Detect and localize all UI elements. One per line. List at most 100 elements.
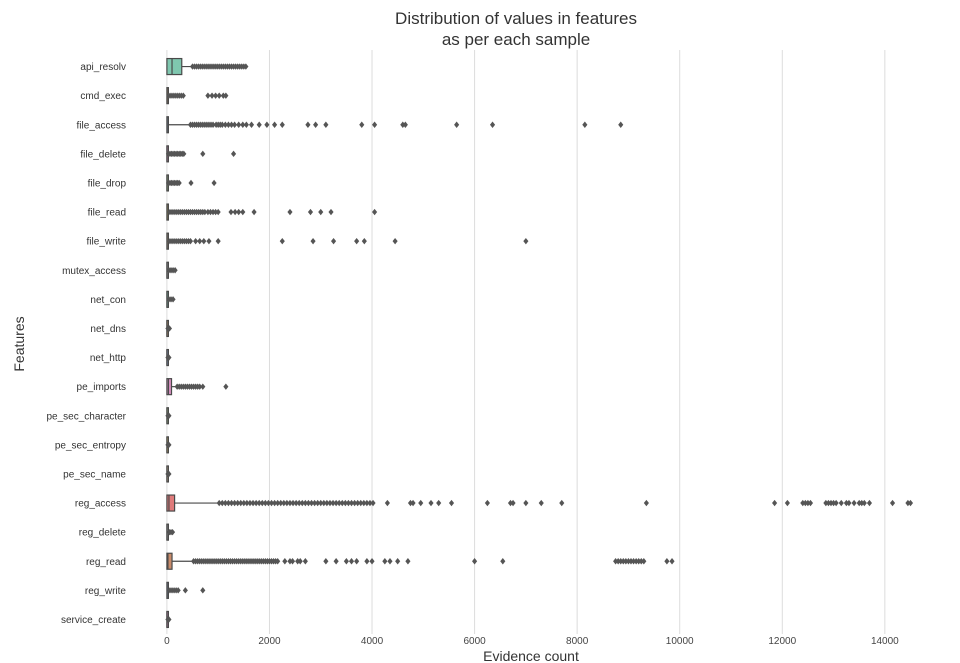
outlier-point [772, 499, 778, 507]
outlier-point [166, 616, 172, 623]
outlier-point [290, 499, 296, 507]
outlier-point [279, 121, 285, 128]
outlier-point [305, 499, 311, 507]
outlier-point [166, 354, 172, 361]
box-reg_access [166, 494, 914, 512]
outlier-point [318, 499, 324, 507]
outlier-point [825, 499, 831, 507]
outlier-point [355, 499, 361, 507]
outlier-point [238, 499, 244, 507]
x-tick-labels: 0 2000 4000 6000 8000 10000 12000 14000 [164, 636, 899, 647]
outlier-point [231, 150, 237, 158]
outlier-point [235, 499, 241, 507]
outlier-point [613, 558, 619, 565]
outlier-point [489, 121, 496, 128]
box-file_drop [165, 174, 217, 192]
box-file_delete [165, 145, 237, 163]
outlier-point [222, 499, 228, 507]
outlier-point [213, 92, 219, 99]
category-label: mutex_access [62, 266, 126, 277]
outlier-point [410, 499, 416, 507]
box-reg_read [166, 552, 675, 570]
outlier-point [367, 499, 373, 507]
outlier-point [361, 499, 367, 507]
outlier-point [361, 237, 367, 245]
x-tick-label: 2000 [258, 636, 281, 647]
outlier-point [253, 499, 259, 507]
outlier-point [182, 587, 188, 594]
outlier-point [236, 121, 242, 128]
outlier-point [407, 499, 414, 507]
y-axis-label: Features [11, 316, 27, 371]
outlier-point [187, 237, 194, 245]
outlier-point [297, 558, 303, 565]
outlier-point [336, 499, 342, 507]
outlier-point [210, 208, 216, 216]
x-tick-label: 10000 [666, 636, 694, 647]
outlier-point [215, 237, 221, 245]
outlier-point [228, 208, 234, 216]
outlier-point [200, 587, 206, 594]
outlier-point [205, 208, 211, 216]
outlier-point [643, 499, 649, 507]
outlier-point [843, 499, 849, 507]
outlier-point [278, 499, 284, 507]
outlier-point [248, 121, 255, 128]
box-service_create [165, 610, 172, 629]
outlier-point [510, 499, 516, 507]
outlier-point [327, 499, 333, 507]
outlier-point [428, 499, 434, 507]
outlier-point [172, 267, 178, 274]
outlier-point [256, 499, 262, 507]
outlier-point [384, 499, 390, 507]
outlier-point [228, 499, 235, 507]
box-net_http [165, 348, 172, 367]
outlier-point [240, 208, 246, 216]
outlier-point [800, 499, 806, 507]
outlier-point [202, 208, 208, 216]
outlier-point [250, 499, 256, 507]
outlier-point [225, 499, 231, 507]
outlier-point [615, 558, 621, 565]
box-net_dns [165, 319, 173, 338]
outlier-point [484, 499, 490, 507]
outlier-point [369, 558, 375, 565]
outlier-point [905, 499, 911, 507]
box-reg_write [166, 581, 206, 599]
outlier-point [197, 383, 203, 390]
outlier-point [312, 499, 318, 507]
x-tick-label: 6000 [463, 636, 486, 647]
outlier-point [268, 499, 275, 507]
outlier-point [387, 558, 393, 565]
outlier-point [805, 499, 811, 507]
outlier-point [188, 179, 194, 187]
outlier-point [333, 558, 339, 565]
outlier-point [372, 208, 378, 216]
outlier-point [851, 499, 857, 507]
category-label: service_create [61, 615, 126, 626]
outlier-point [833, 499, 839, 507]
outlier-point [223, 383, 229, 390]
outlier-point [313, 121, 319, 128]
outlier-point [402, 121, 408, 128]
outlier-point [559, 499, 565, 507]
outlier-point [299, 499, 305, 507]
outlier-point [243, 121, 249, 128]
outlier-point [620, 558, 626, 565]
outlier-point [262, 499, 268, 507]
outlier-point [828, 499, 834, 507]
outlier-point [323, 558, 329, 565]
outlier-point [618, 121, 624, 128]
outlier-point [372, 121, 378, 128]
category-label: net_http [90, 353, 127, 364]
category-label: file_write [87, 237, 127, 248]
outlier-point [272, 499, 278, 507]
category-label: reg_delete [79, 528, 127, 539]
outlier-point [281, 499, 287, 507]
outlier-point [175, 587, 181, 594]
chart-title-line-1: Distribution of values in features [395, 9, 637, 28]
outlier-point [241, 499, 247, 507]
category-labels: api_resolv cmd_exec file_access file_delete… [47, 62, 127, 626]
outlier-point [582, 121, 588, 128]
